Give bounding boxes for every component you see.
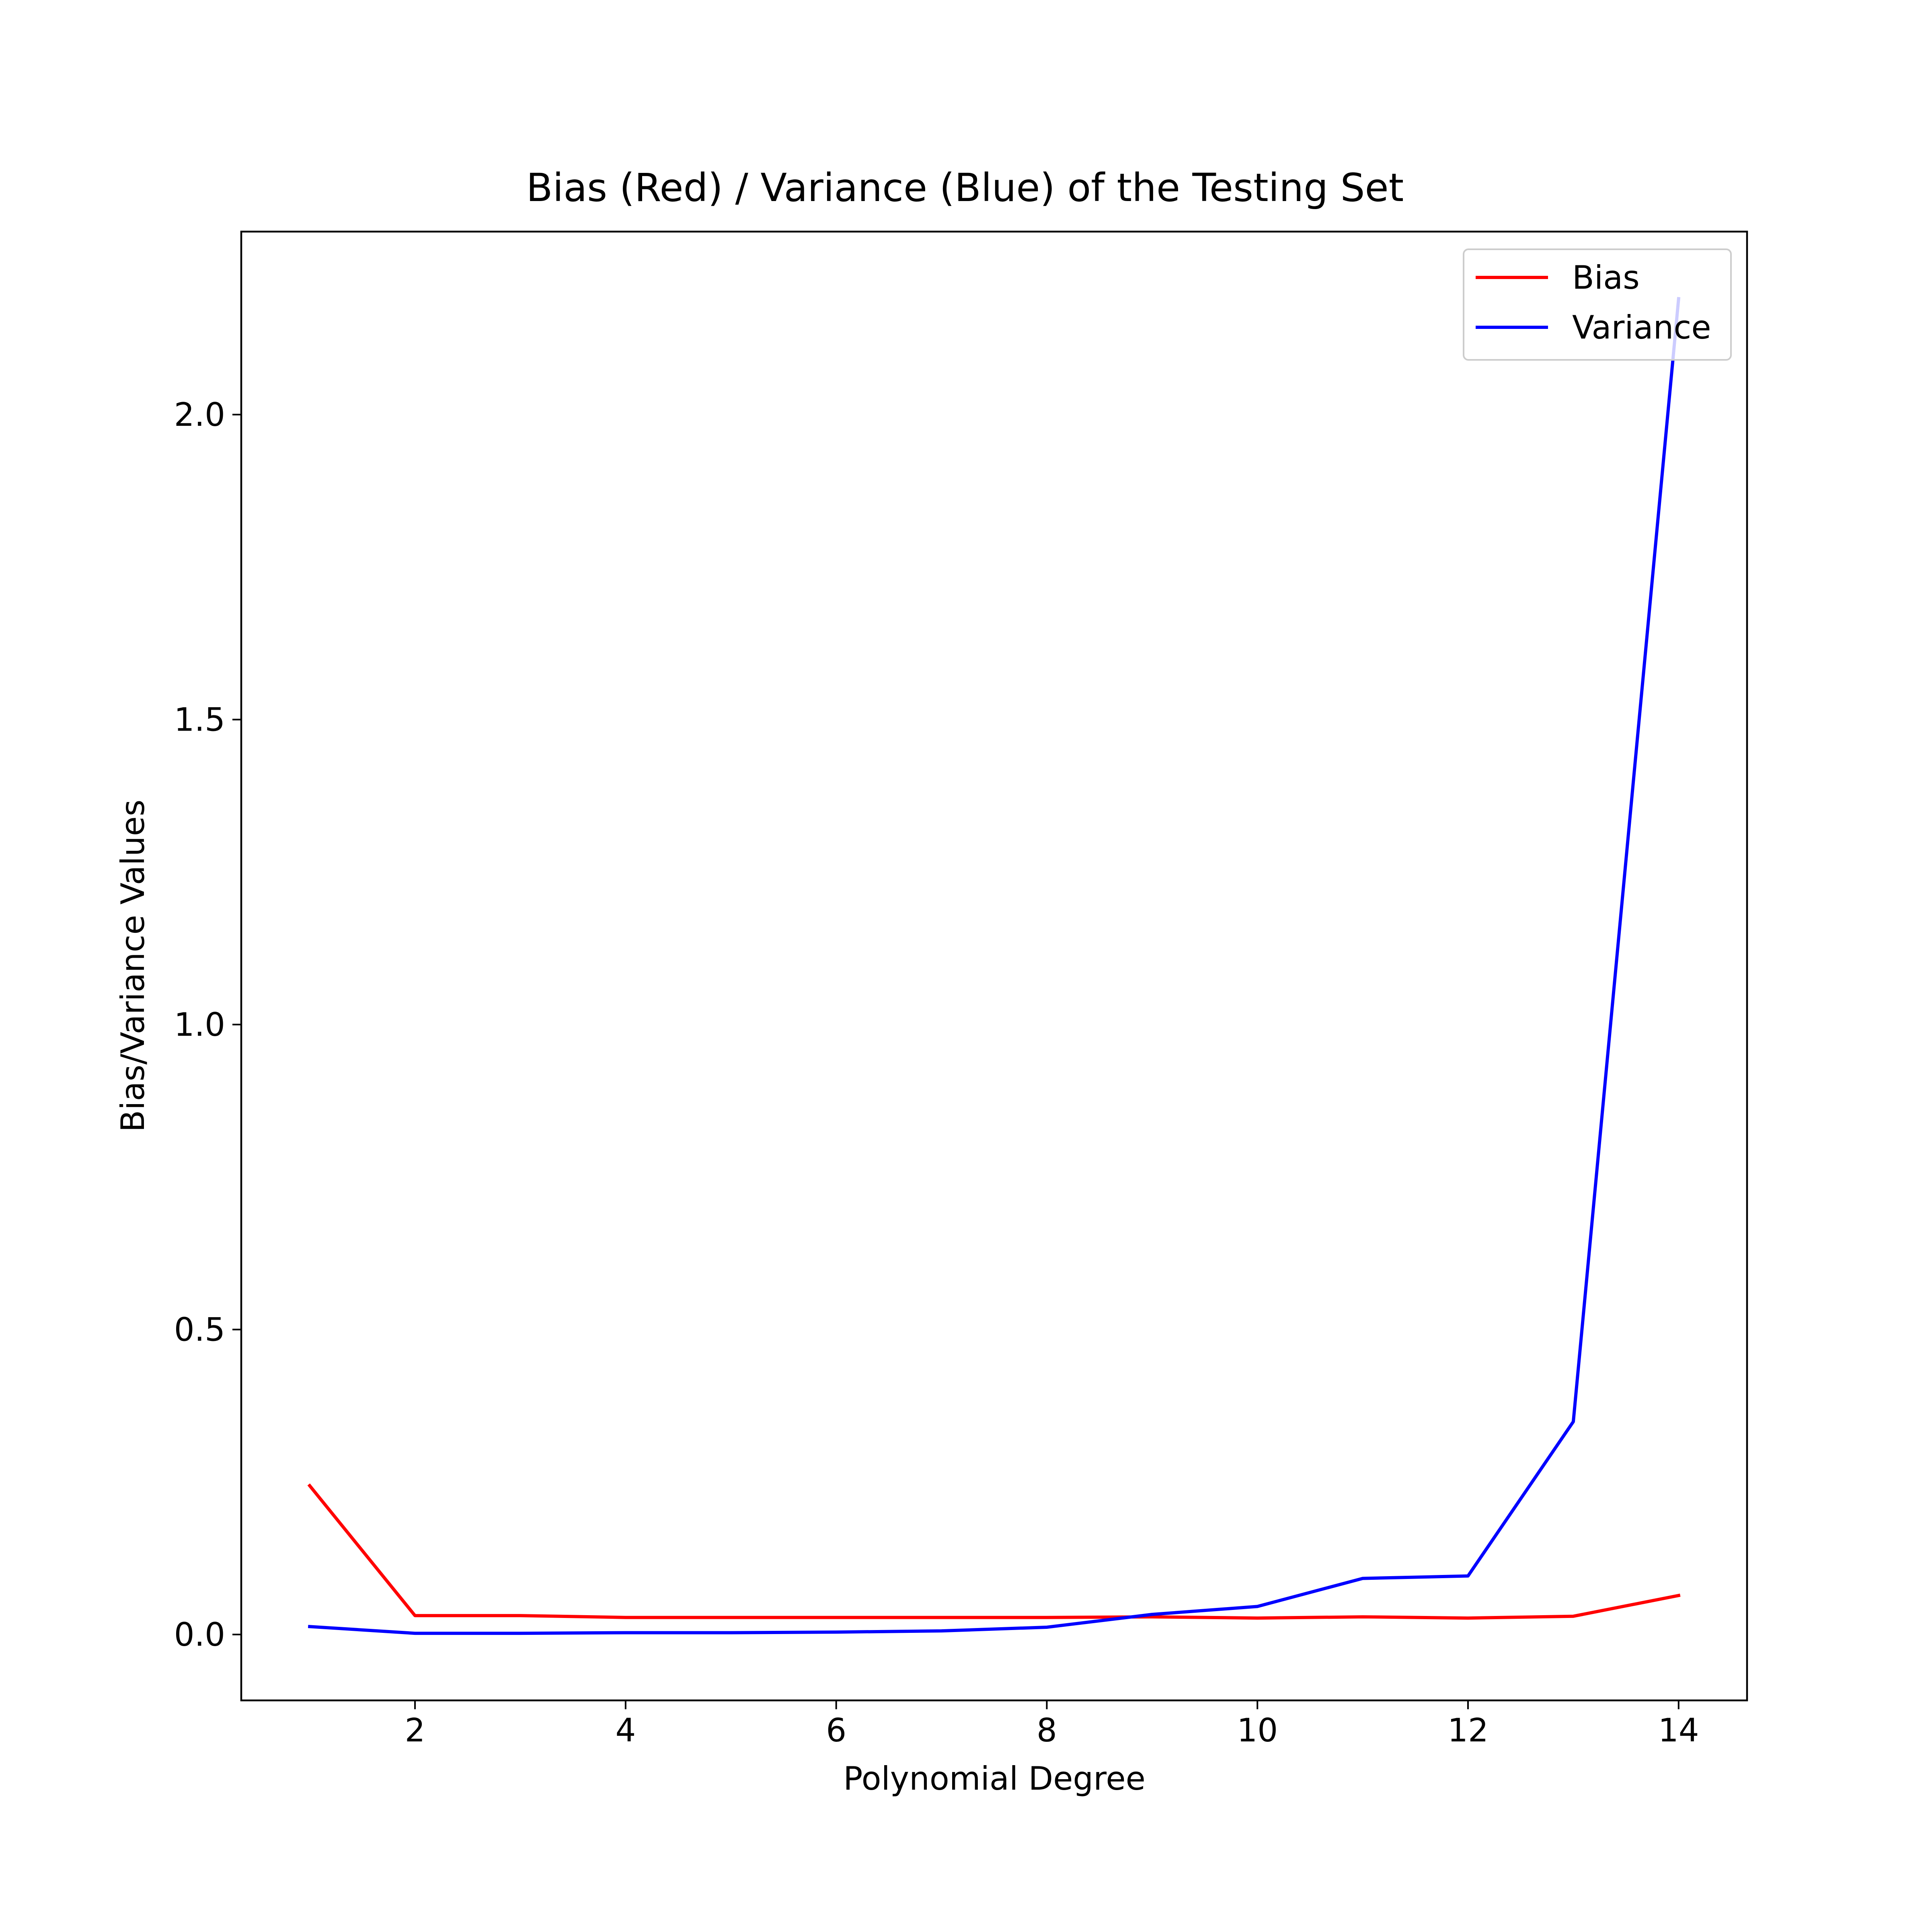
y-axis-label: Bias/Variance Values xyxy=(114,799,152,1132)
x-axis-label: Polynomial Degree xyxy=(843,1760,1146,1797)
legend: Bias Variance xyxy=(1463,248,1732,361)
y-tick-label: 1.0 xyxy=(174,1006,225,1043)
x-tick-label: 10 xyxy=(1237,1712,1278,1749)
series-line-bias xyxy=(307,1483,1681,1620)
x-tick-label: 4 xyxy=(615,1712,636,1749)
x-tick-label: 14 xyxy=(1658,1712,1699,1749)
y-axis-ticks: 0.0 0.5 1.0 1.5 2.0 xyxy=(174,396,241,1653)
x-axis-ticks: 2 4 6 8 10 12 14 xyxy=(405,1700,1699,1749)
y-tick-label: 1.5 xyxy=(174,701,225,739)
series-lines xyxy=(307,297,1681,1635)
legend-label-bias: Bias xyxy=(1572,259,1640,296)
plot-area-frame xyxy=(240,230,1748,1702)
legend-label-variance: Variance xyxy=(1572,309,1711,346)
y-tick-label: 0.0 xyxy=(174,1616,225,1653)
series-line-variance xyxy=(308,297,1681,1635)
y-tick-label: 2.0 xyxy=(174,396,225,433)
x-tick-label: 8 xyxy=(1037,1712,1057,1749)
y-tick-label: 0.5 xyxy=(174,1311,225,1349)
x-tick-label: 2 xyxy=(405,1712,425,1749)
chart-title: Bias (Red) / Variance (Blue) of the Test… xyxy=(526,165,1404,210)
x-tick-label: 6 xyxy=(826,1712,846,1749)
x-tick-label: 12 xyxy=(1448,1712,1489,1749)
